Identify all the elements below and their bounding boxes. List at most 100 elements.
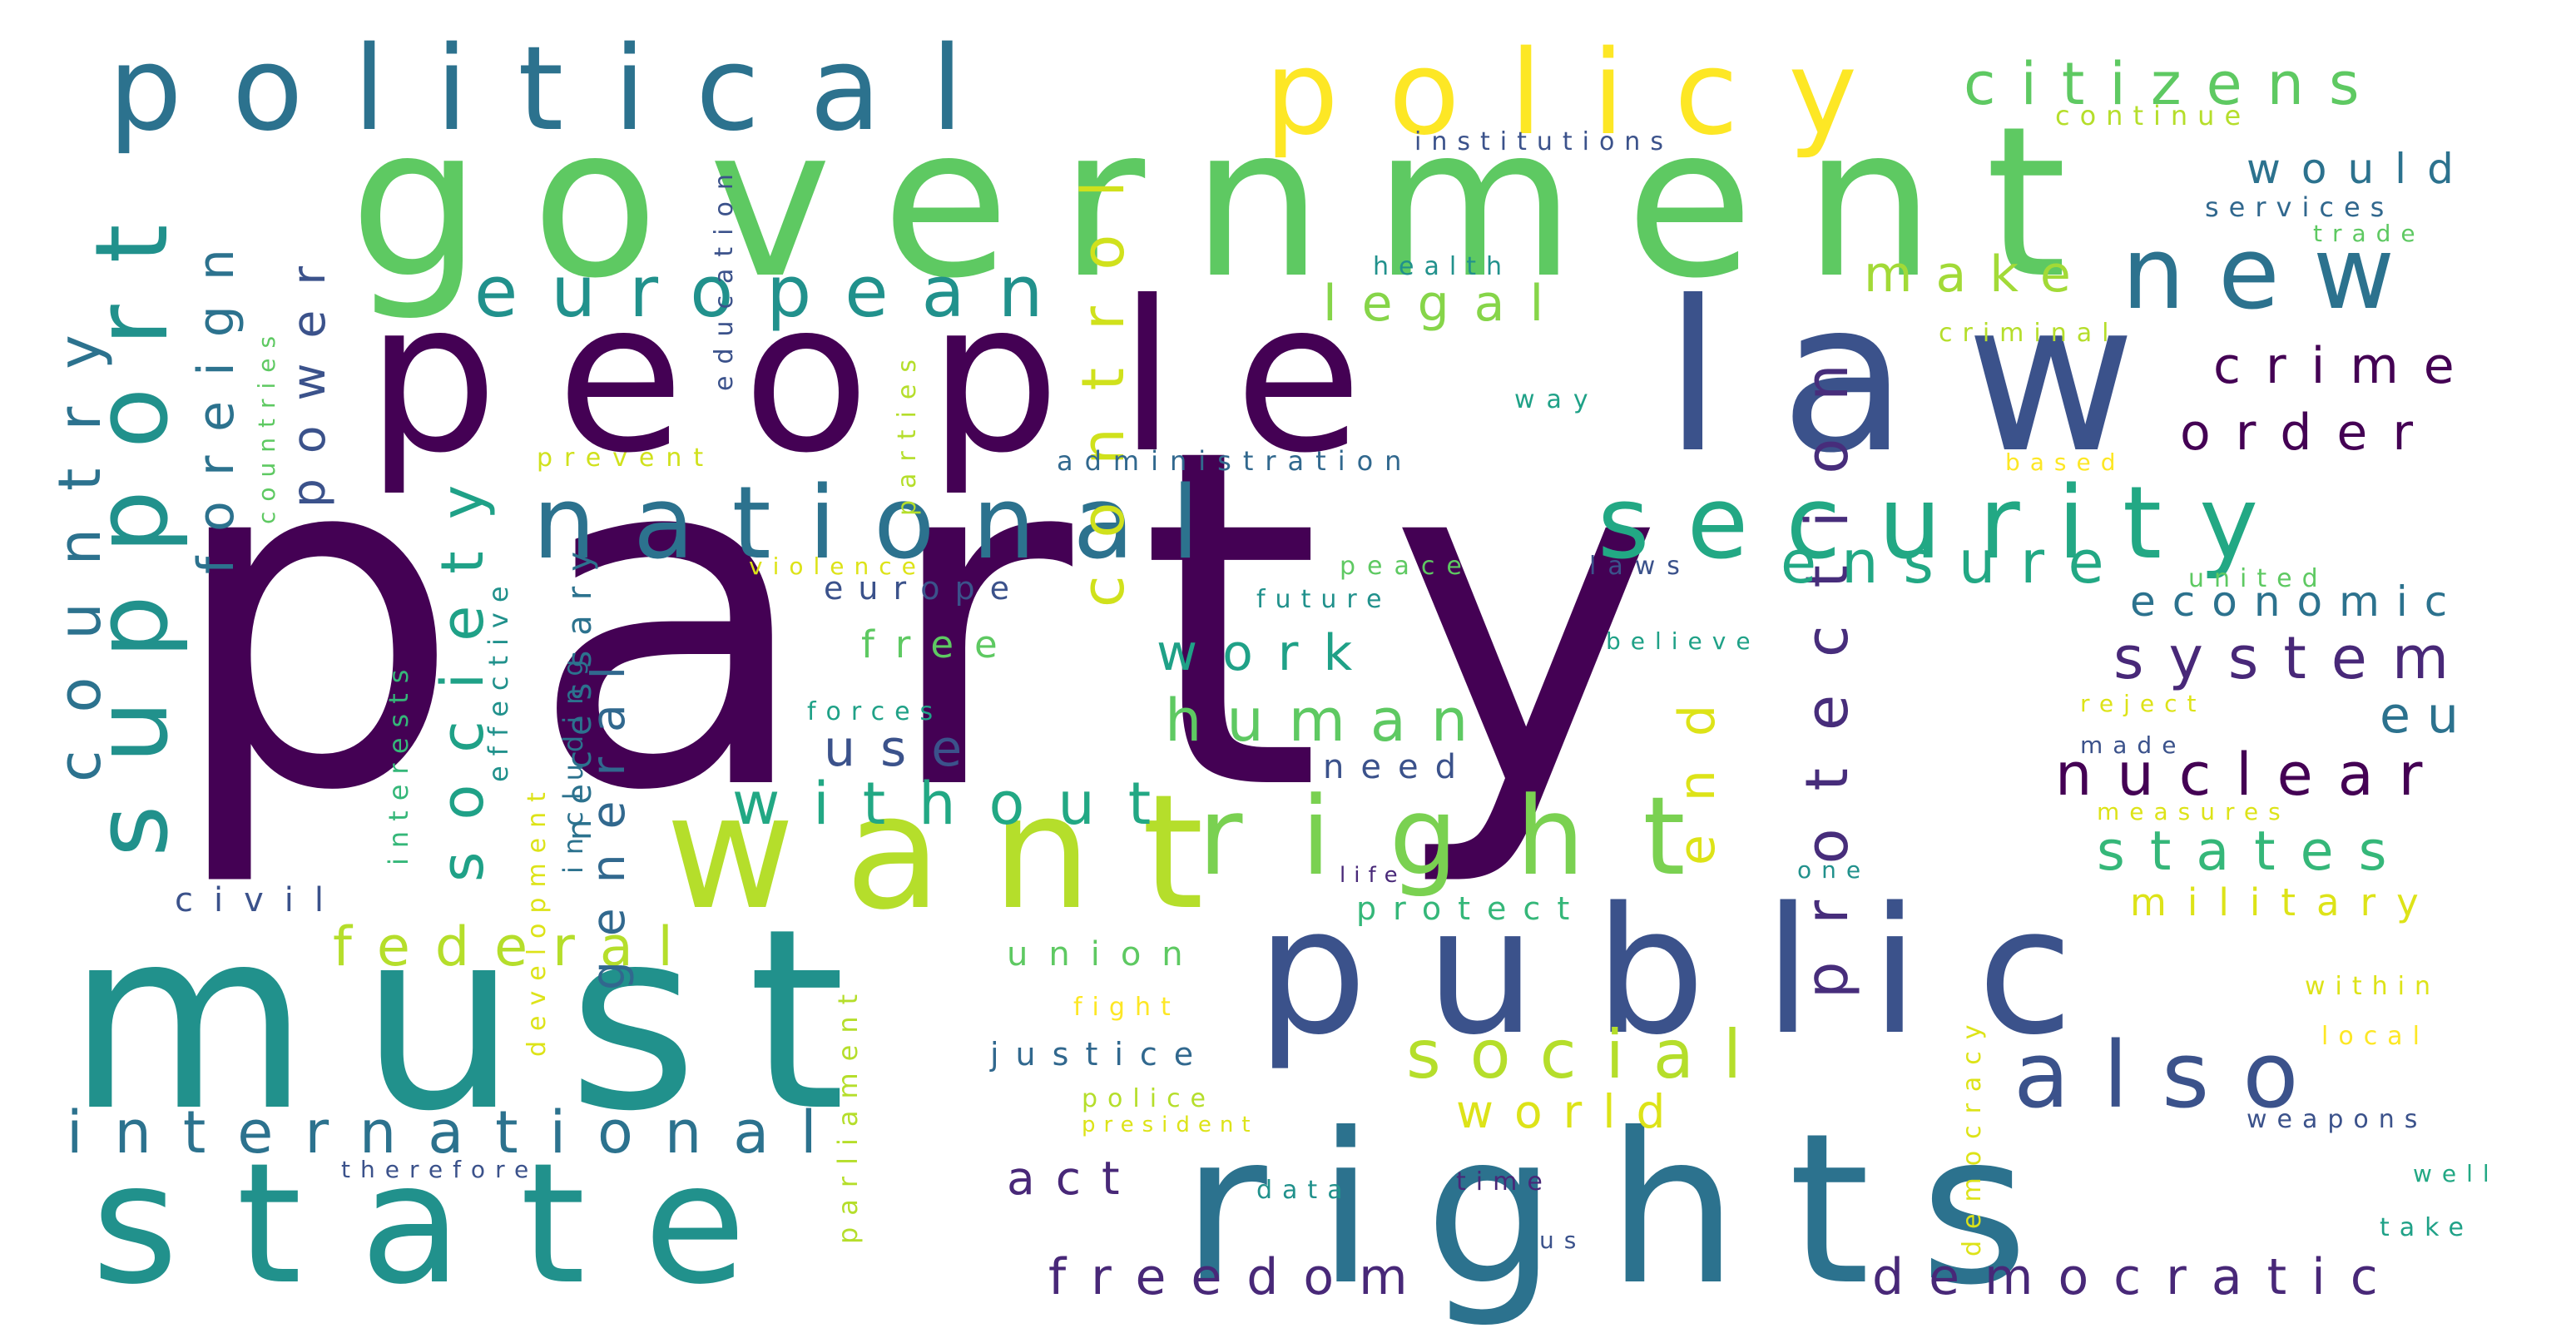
word-well: well [2413,1160,2499,1187]
word-social: social [1406,1016,1771,1093]
word-services: services [2205,191,2394,223]
word-protection: protection [1793,326,1861,999]
word-security: security [1598,466,2296,582]
word-police: police [1082,1084,1216,1113]
word-continue: continue [2055,100,2251,131]
word-laws: laws [1589,552,1692,581]
word-necessary: necessary [561,537,599,840]
word-human: human [1165,686,1493,755]
word-free: free [861,622,1018,667]
word-also: also [2014,1022,2332,1128]
word-trade: trade [2313,220,2425,247]
word-justice: justice [989,1036,1210,1073]
word-end: end [1668,671,1726,865]
word-countries: countries [253,326,280,524]
word-future: future [1256,585,1391,614]
word-effective: effective [483,576,514,782]
word-use: use [824,720,987,778]
word-civil: civil [175,881,344,919]
word-want: want [666,761,1254,944]
word-institutions: institutions [1414,127,1673,156]
word-violence: violence [749,553,926,580]
word-foreign: foreign [187,224,245,574]
word-legal: legal [1323,275,1568,333]
word-data: data [1256,1176,1353,1205]
word-new: new [2122,216,2428,332]
word-us: us [1539,1226,1586,1254]
word-within: within [2305,972,2440,1001]
word-health: health [1373,252,1512,281]
word-protect: protect [1356,890,1586,927]
word-right: right [1198,773,1743,899]
word-administration: administration [1057,445,1413,477]
word-nuclear: nuclear [2055,741,2447,809]
word-one: one [1797,856,1870,884]
word-criminal: criminal [1939,319,2118,348]
word-states: states [2097,820,2412,883]
word-believe: believe [1606,627,1761,655]
word-act: act [1007,1152,1141,1205]
word-eu: eu [2380,686,2475,745]
word-economic: economic [2130,577,2464,626]
word-society: society [429,453,497,882]
word-political: political [108,22,1013,157]
word-democratic: democratic [1872,1248,2403,1306]
word-national: national [533,466,1236,582]
word-policy: policy [1265,26,1907,161]
word-development: development [523,782,552,1057]
word-general: general [582,642,635,990]
word-must: must [67,875,895,1166]
word-rights: rights [1181,1088,2078,1331]
word-president: president [1082,1113,1259,1137]
word-world: world [1456,1085,1686,1138]
word-therefore: therefore [341,1156,538,1183]
word-control: control [1069,143,1137,607]
word-united: united [2188,564,2328,593]
word-make: make [1864,245,2094,304]
word-union: union [1007,935,1204,974]
word-peace: peace [1340,552,1474,581]
word-would: would [2247,145,2474,193]
word-order: order [2180,404,2438,462]
word-education: education [710,162,739,391]
word-based: based [2005,448,2126,476]
word-freedom: freedom [1048,1248,1433,1306]
word-power: power [282,241,335,508]
word-state: state [92,1127,805,1321]
word-international: international [67,1098,849,1167]
word-need: need [1323,748,1473,786]
word-take: take [2380,1213,2474,1242]
word-government: government [349,82,2117,324]
word-weapons: weapons [2247,1105,2427,1134]
word-party: party [166,350,1731,893]
word-democracy: democracy [1958,1013,1987,1256]
word-reject: reject [2080,690,2207,717]
word-without: without [732,770,1184,838]
word-citizens: citizens [1964,50,2384,118]
word-local: local [2321,1022,2430,1051]
word-europe: europe [824,570,1024,607]
word-public: public [1256,870,2132,1073]
word-people: people [366,256,1420,498]
word-including: including [557,647,589,874]
word-support: support [75,182,191,857]
word-military: military [2130,880,2440,924]
word-fight: fight [1073,993,1181,1022]
word-law: law [1664,256,2194,498]
word-time: time [1456,1167,1553,1197]
word-country: country [46,297,114,782]
word-system: system [2113,624,2474,692]
word-parliament: parliament [832,983,864,1244]
word-interests: interests [383,660,414,865]
word-prevent: prevent [537,444,715,473]
word-crime: crime [2213,337,2479,395]
word-ensure: ensure [1781,528,2129,597]
word-way: way [1514,385,1600,414]
word-parties: parties [893,348,922,516]
word-forces: forces [807,697,943,726]
word-work: work [1157,624,1377,682]
word-made: made [2080,731,2186,759]
word-life: life [1340,863,1406,888]
